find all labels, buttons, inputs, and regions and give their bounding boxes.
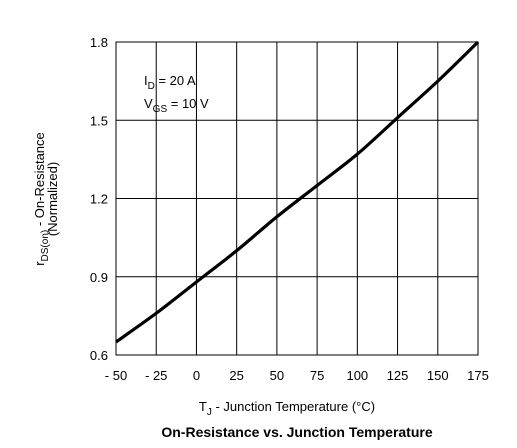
y-axis-ticks: 0.6 0.9 1.2 1.5 1.8 [90,35,108,363]
grid-lines [115,41,479,356]
x-axis-label: TJ - Junction Temperature (°C) [199,399,375,418]
condition-annotation: ID = 20 A [144,73,196,92]
y-tick-label: 1.8 [90,35,108,50]
x-tick-label: 175 [467,368,489,383]
chart-title: On-Resistance vs. Junction Temperature [161,424,432,440]
x-tick-label: 150 [427,368,449,383]
y-tick-label: 1.5 [90,113,108,128]
series-group [115,40,480,344]
x-tick-label: 50 [270,368,284,383]
y-tick-label: 1.2 [90,192,108,207]
y-axis-label: rDS(on) - On-Resistance(Normalized) [32,132,60,266]
x-tick-label: - 50 [105,368,127,383]
y-axis-label-line1: rDS(on) - On-Resistance [32,132,51,266]
x-tick-label: - 25 [145,368,167,383]
x-axis-ticks: - 50 - 25 0 25 50 75 100 125 150 175 [105,368,489,383]
series-line-0 [115,40,480,344]
y-axis-label-line2: (Normalized) [45,162,60,236]
x-tick-label: 75 [310,368,324,383]
annotations: ID = 20 A VGS = 10 V [144,73,209,115]
x-tick-label: 0 [193,368,200,383]
x-tick-label: 100 [346,368,368,383]
y-tick-label: 0.6 [90,348,108,363]
x-tick-label: 125 [387,368,409,383]
x-tick-label: 25 [229,368,243,383]
condition-annotation: VGS = 10 V [144,96,209,115]
y-tick-label: 0.9 [90,270,108,285]
plot-area-frame [115,41,479,356]
